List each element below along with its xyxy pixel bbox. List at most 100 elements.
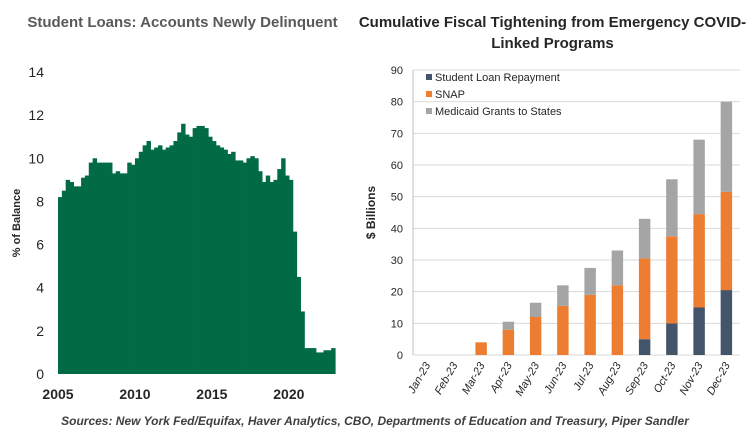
delinquency-bar (200, 125, 205, 375)
delinquency-bar (134, 158, 140, 374)
delinquency-bar (177, 132, 182, 374)
delinquency-bar (173, 141, 178, 374)
delinquency-chart: 0 2 4 6 8 10 12 14 2005 2010 2015 2020 % of Balance (11, 64, 336, 402)
stacked-bar-segment (638, 339, 651, 355)
legend-swatch (426, 108, 432, 114)
delinquency-chart-title: Student Loans: Accounts Newly Delinquent (27, 14, 338, 31)
stacked-bar-segment (584, 267, 596, 295)
delinquency-bar (115, 171, 121, 374)
delinquency-bar (242, 162, 248, 374)
legend-label: SNAP (435, 89, 465, 101)
fiscal-tightening-chart-title: Cumulative Fiscal Tightening from Emerge… (358, 14, 747, 52)
delinquency-bar (192, 128, 198, 374)
y-tick-label: 40 (391, 223, 403, 235)
stacked-bar-segment (666, 323, 678, 355)
delinquency-bar (308, 348, 313, 374)
delinquency-bar (215, 145, 221, 374)
delinquency-bar (150, 149, 155, 374)
x-tick-label: Mar-23 (460, 360, 488, 397)
delinquency-bar (131, 164, 136, 374)
delinquency-bar (261, 182, 267, 374)
fiscal-tightening-chart-panel: Cumulative Fiscal Tightening from Emerge… (355, 0, 750, 410)
x-tick-label: 2005 (42, 386, 73, 402)
delinquency-bar (319, 352, 325, 374)
y-tick-label: 12 (28, 107, 44, 123)
delinquency-bar (119, 173, 125, 374)
delinquency-bar (284, 175, 290, 374)
delinquency-bar (184, 134, 190, 374)
delinquency-bar (219, 147, 225, 374)
delinquency-bar (100, 162, 105, 374)
stacked-bar-segment (693, 307, 705, 355)
stacked-bar-segment (638, 258, 651, 340)
legend-swatch (426, 74, 432, 80)
y-tick-label: 10 (28, 150, 44, 166)
delinquency-bar (296, 276, 301, 374)
stacked-bar-segment (611, 250, 624, 286)
delinquency-bar (281, 158, 286, 374)
delinquency-bar (292, 231, 298, 374)
delinquency-bar (69, 182, 74, 374)
x-tick-label: Apr-23 (488, 360, 516, 396)
delinquency-bar (327, 350, 332, 374)
x-tick-label: Dec-23 (705, 360, 734, 397)
delinquency-bar (315, 352, 321, 374)
x-tick-label: Sep-23 (623, 360, 652, 397)
sources-footnote: Sources: New York Fed/Equifax, Haver Ana… (61, 414, 689, 428)
stacked-bar-segment (557, 285, 569, 306)
delinquency-bar (227, 153, 232, 374)
legend-label: Medicaid Grants to States (435, 106, 562, 118)
delinquency-bar (123, 173, 128, 374)
x-tick-label: Jun-23 (542, 360, 570, 397)
x-tick-label: Nov-23 (678, 360, 707, 397)
delinquency-bar (238, 160, 244, 374)
stacked-bar-segment (638, 218, 651, 259)
y-tick-label: 10 (391, 318, 403, 330)
delinquency-bar (258, 171, 263, 374)
delinquency-bar (254, 158, 259, 374)
delinquency-bar (223, 149, 228, 374)
stacked-bar-segment (611, 285, 624, 355)
fiscal-tightening-chart: 0 10 20 30 40 50 60 70 80 90 Jan-23 Feb-23 Mar-23 Apr… (364, 65, 740, 399)
delinquency-bar (246, 158, 251, 374)
delinquency-bar (300, 311, 305, 374)
delinquency-bar (138, 151, 144, 374)
y-tick-label: 14 (28, 64, 44, 80)
delinquency-bar (277, 169, 282, 374)
delinquency-bar (188, 136, 194, 374)
y-tick-label: 90 (391, 65, 403, 77)
x-tick-label: May-23 (513, 360, 542, 399)
delinquency-bar (231, 151, 236, 374)
delinquency-bar (211, 141, 217, 374)
delinquency-bar (181, 123, 186, 375)
delinquency-bar (269, 182, 275, 374)
y-axis-label: % of Balance (11, 189, 23, 257)
stacked-bar-segment (666, 236, 678, 324)
stacked-bar-segment (557, 305, 569, 355)
x-tick-label: Jan-23 (406, 360, 434, 397)
legend-swatch (426, 91, 432, 97)
delinquency-bar (288, 179, 294, 374)
delinquency-bar (61, 190, 67, 374)
delinquency-bar (311, 348, 317, 374)
delinquency-bar (234, 160, 240, 374)
delinquency-bar (73, 186, 78, 374)
delinquency-bar (331, 348, 336, 374)
delinquency-bar (304, 348, 309, 374)
delinquency-bar (265, 175, 271, 374)
x-tick-label: 2015 (196, 386, 227, 402)
delinquency-bar (196, 125, 201, 375)
delinquency-chart-panel: Student Loans: Accounts Newly Delinquent… (0, 0, 355, 410)
y-tick-label: 70 (391, 128, 403, 140)
delinquency-bar (65, 179, 71, 374)
stacked-bar-segment (529, 302, 542, 317)
y-tick-label: 50 (391, 192, 403, 204)
stacked-bar-segment (502, 321, 515, 330)
delinquency-bar (273, 179, 278, 374)
x-tick-label: Oct-23 (652, 360, 679, 395)
delinquency-bar (250, 156, 255, 374)
stacked-bar-segment (693, 214, 705, 308)
delinquency-bar (111, 173, 117, 374)
x-tick-label: Feb-23 (433, 360, 461, 397)
delinquency-bar (161, 149, 167, 374)
